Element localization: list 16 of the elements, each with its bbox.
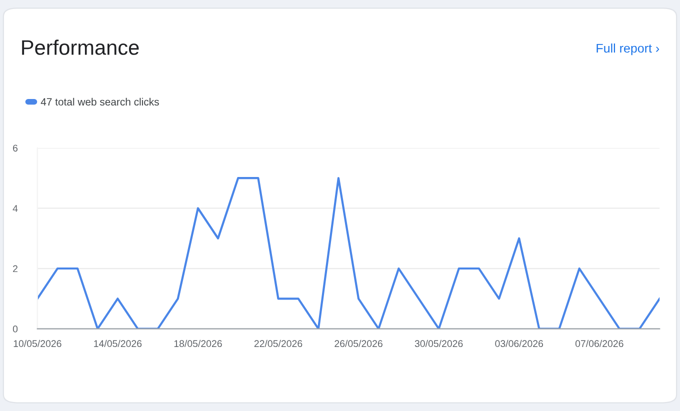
text: Full report › [596,43,660,56]
x-tick-label: 10/05/2026 [14,340,62,348]
x-tick-label: 07/06/2026 [575,340,624,348]
legend-label: 47 total web search clicks [40,98,159,106]
chart-title: Performance [22,40,139,55]
y-tick-label: 2 [13,265,18,272]
y-tick-label: 6 [13,144,18,152]
y-tick-label: 0 [12,326,18,332]
line-series [37,177,660,329]
x-tick-label: 18/05/2026 [174,340,222,348]
x-tick-label: 14/05/2026 [94,340,142,348]
x-tick-label: 22/05/2026 [254,340,302,348]
x-tick-label: 26/05/2026 [334,340,382,348]
x-tick-label: 03/06/2026 [495,340,544,348]
y-tick-label: 4 [12,205,18,212]
x-tick-label: 30/05/2026 [414,340,463,348]
